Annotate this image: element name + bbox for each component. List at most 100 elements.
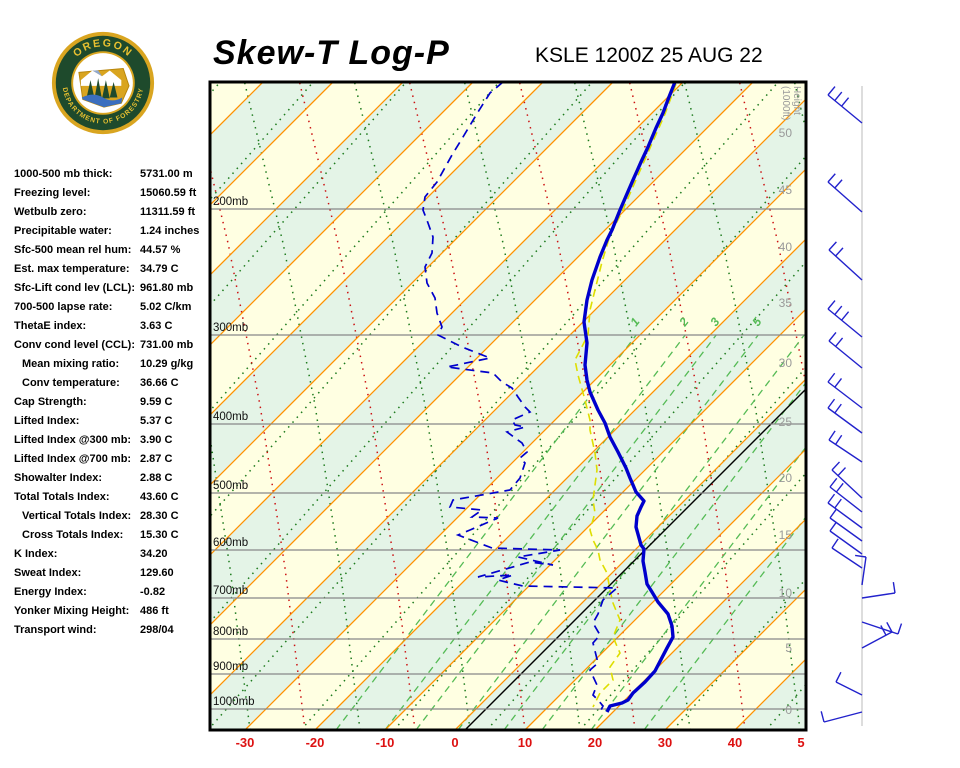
stat-value: 36.66 C: [140, 377, 179, 389]
stat-value: 3.63 C: [140, 320, 173, 332]
height-label: 10: [779, 586, 793, 600]
stat-row: Wetbulb zero: 11311.59 ft: [14, 203, 210, 222]
pressure-label: 700mb: [213, 585, 248, 597]
x-axis-tick-label: 10: [518, 735, 532, 750]
wind-barb: [855, 554, 867, 586]
stat-value: 961.80 mb: [140, 282, 194, 294]
height-label: 20: [779, 471, 793, 485]
stat-label: Conv temperature:: [22, 377, 120, 389]
pressure-gridlines: [210, 208, 806, 710]
height-axis-title: Height(1000ft): [780, 86, 802, 120]
stat-value: 44.57 %: [140, 244, 181, 256]
pressure-label: 500mb: [213, 480, 248, 492]
height-label: 25: [779, 415, 793, 429]
stat-row: Freezing level: 15060.59 ft: [14, 184, 210, 203]
stat-label: Freezing level:: [14, 187, 91, 199]
pressure-labels: 200mb 300mb 400mb 500mb 600mb 700mb 800mb 900mb…: [213, 196, 255, 708]
stat-row: Sfc-500 mean rel hum: 44.57 %: [14, 241, 210, 260]
stat-label: Total Totals Index:: [14, 491, 110, 503]
pressure-label: 200mb: [213, 196, 248, 208]
stat-label: Lifted Index:: [14, 415, 80, 427]
pressure-label: 600mb: [213, 537, 248, 549]
svg-text:Height: Height: [791, 86, 802, 115]
stat-value: 15.30 C: [140, 529, 179, 541]
wind-barbs: [820, 86, 903, 723]
sounding-indices-panel: 1000-500 mb thick: 5731.00 m Freezing leve…: [14, 165, 210, 640]
stat-value: 34.20: [140, 548, 168, 560]
pressure-label: 800mb: [213, 626, 248, 638]
height-label: 50: [779, 126, 793, 140]
stat-value: 34.79 C: [140, 263, 179, 275]
height-label: 0: [785, 703, 792, 717]
stat-value: 731.00 mb: [140, 339, 194, 351]
stat-row: Transport wind: 298/04: [14, 621, 210, 640]
stat-value: 486 ft: [140, 605, 169, 617]
stat-value: 11311.59 ft: [140, 206, 196, 218]
zero-degree-isotherm: [464, 388, 806, 730]
stat-value: 5731.00 m: [140, 168, 193, 180]
stat-row: Energy Index: -0.82: [14, 583, 210, 602]
stat-label: Yonker Mixing Height:: [14, 605, 130, 617]
stat-label: Cap Strength:: [14, 396, 87, 408]
stat-row: Showalter Index: 2.88 C: [14, 469, 210, 488]
stat-label: Sweat Index:: [14, 567, 82, 579]
chart-border: [208, 80, 808, 732]
stat-label: Wetbulb zero:: [14, 206, 87, 218]
wind-barb: [835, 671, 863, 696]
stat-value: 28.30 C: [140, 510, 179, 522]
x-axis-tick-label: -10: [376, 735, 395, 750]
stat-value: 10.29 g/kg: [140, 358, 194, 370]
stat-row: Conv cond level (CCL): 731.00 mb: [14, 336, 210, 355]
height-label: 35: [779, 296, 793, 310]
stat-label: ThetaE index:: [14, 320, 87, 332]
wind-barb: [829, 521, 863, 555]
wind-barb: [831, 461, 863, 499]
wind-barb: [827, 493, 863, 529]
dewpoint-trace: [422, 82, 620, 713]
stat-label: Energy Index:: [14, 586, 87, 598]
pressure-label: 900mb: [213, 661, 248, 673]
stat-label: Est. max temperature:: [14, 263, 130, 275]
stat-row: 700-500 lapse rate: 5.02 C/km: [14, 298, 210, 317]
x-axis-tick-label: 20: [588, 735, 602, 750]
stat-label: 700-500 lapse rate:: [14, 301, 113, 313]
logo-river: [81, 94, 123, 108]
isotherm-lines: [210, 82, 806, 730]
stat-row: K Index: 34.20: [14, 545, 210, 564]
chart-plot-area: 1 2 3 5200mb300mb400mb500mb600mb700mb800mb9…: [210, 82, 806, 730]
stat-row: Lifted Index: 5.37 C: [14, 412, 210, 431]
stat-value: 3.90 C: [140, 434, 173, 446]
wind-barb: [828, 332, 863, 369]
wind-barb: [820, 711, 863, 723]
stat-row: Est. max temperature: 34.79 C: [14, 260, 210, 279]
svg-text:(1000ft): (1000ft): [780, 86, 791, 120]
temperature-bands: [210, 82, 806, 730]
x-axis-tick-label: 30: [658, 735, 672, 750]
odf-logo: OREGON DEPARTMENT OF FORESTRY: [51, 31, 155, 135]
stat-row: Cross Totals Index: 15.30 C: [14, 526, 210, 545]
wind-barb: [827, 398, 863, 434]
stat-row: ThetaE index: 3.63 C: [14, 317, 210, 336]
stat-label: Sfc-Lift cond lev (LCL):: [14, 282, 135, 294]
stat-label: Showalter Index:: [14, 472, 103, 484]
temperature-trace: [582, 82, 677, 713]
x-axis-tick-label: -20: [306, 735, 325, 750]
stat-value: 2.88 C: [140, 472, 173, 484]
wetbulb-trace: [574, 83, 677, 708]
logo-mountain: [80, 70, 122, 86]
x-axis-tick-label: 40: [728, 735, 742, 750]
wind-barb: [831, 538, 863, 569]
wind-barb: [828, 430, 863, 463]
stat-value: 43.60 C: [140, 491, 179, 503]
stat-label: 1000-500 mb thick:: [14, 168, 113, 180]
stat-label: K Index:: [14, 548, 58, 560]
x-axis-tick-label: 5: [797, 735, 804, 750]
station-datetime-title: KSLE 1200Z 25 AUG 22: [535, 44, 763, 67]
height-label: 40: [779, 240, 793, 254]
stat-label: Lifted Index @700 mb:: [14, 453, 132, 465]
page-title: Skew-T Log-P: [213, 34, 450, 72]
height-label: 45: [779, 183, 793, 197]
stat-value: 5.37 C: [140, 415, 173, 427]
